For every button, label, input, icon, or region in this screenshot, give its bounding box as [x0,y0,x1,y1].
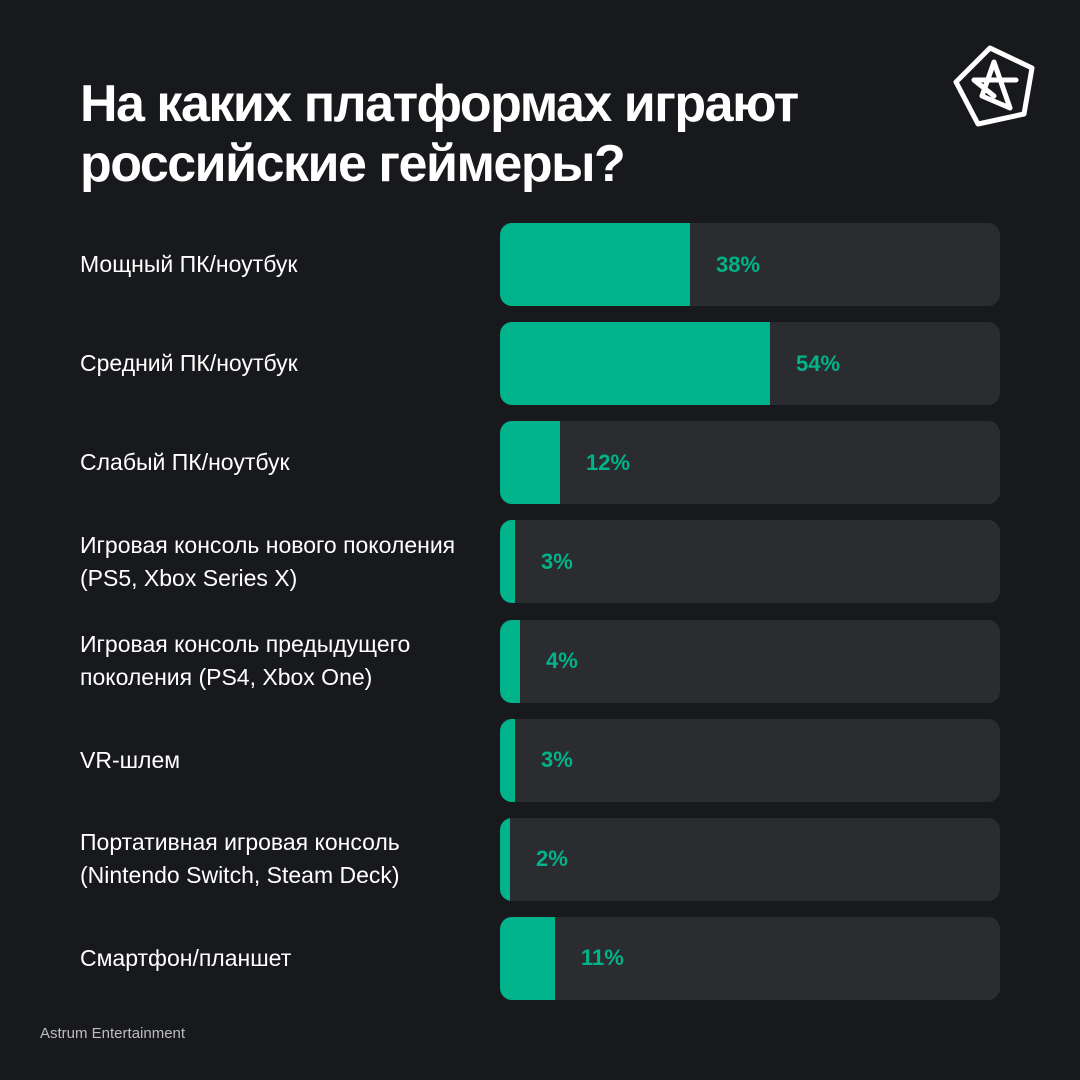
category-label: Мощный ПК/ноутбук [80,251,298,277]
category-label: Смартфон/планшет [80,944,292,971]
bar-value-label: 38% [716,251,761,277]
bar-fill [500,718,515,802]
bar-track: 3% [500,718,1000,802]
category-label: Средний ПК/ноутбук [80,350,298,377]
astrum-star-logo-icon [953,45,1035,127]
category-label: Портативная игровая консоль (Nintendo Sw… [80,829,400,889]
bar-fill [500,223,690,306]
bar-fill [500,421,560,505]
bar-track: 12% [500,421,1000,505]
bar-track: 4% [500,619,1000,703]
category-label: Игровая консоль предыдущего поколения (P… [80,631,411,691]
bar-fill [500,817,510,901]
category-label: VR-шлем [80,746,181,773]
bar-track: 3% [500,520,1000,604]
footer-brand: Astrum Entertainment [40,1025,186,1042]
bar-value-label: 11% [581,945,624,971]
bar-value-label: 12% [586,449,631,475]
bar-track: 38% [500,223,1000,306]
bar-value-label: 3% [541,747,573,773]
page-title: На каких платформах играют российские ге… [80,75,799,193]
category-label: Слабый ПК/ноутбук [80,449,290,476]
bar-value-label: 4% [546,648,578,674]
bar-value-label: 2% [536,846,568,872]
bar-track: 11% [500,916,1000,1000]
bar-fill [500,619,520,703]
bar-track: 54% [500,322,1000,406]
category-label: Игровая консоль нового поколения (PS5, X… [80,531,456,591]
bar-value-label: 3% [541,548,573,574]
bar-value-label: 54% [796,350,841,376]
bar-fill [500,520,515,604]
bar-fill [500,916,555,1000]
bar-track: 2% [500,817,1000,901]
bar-fill [500,322,770,406]
